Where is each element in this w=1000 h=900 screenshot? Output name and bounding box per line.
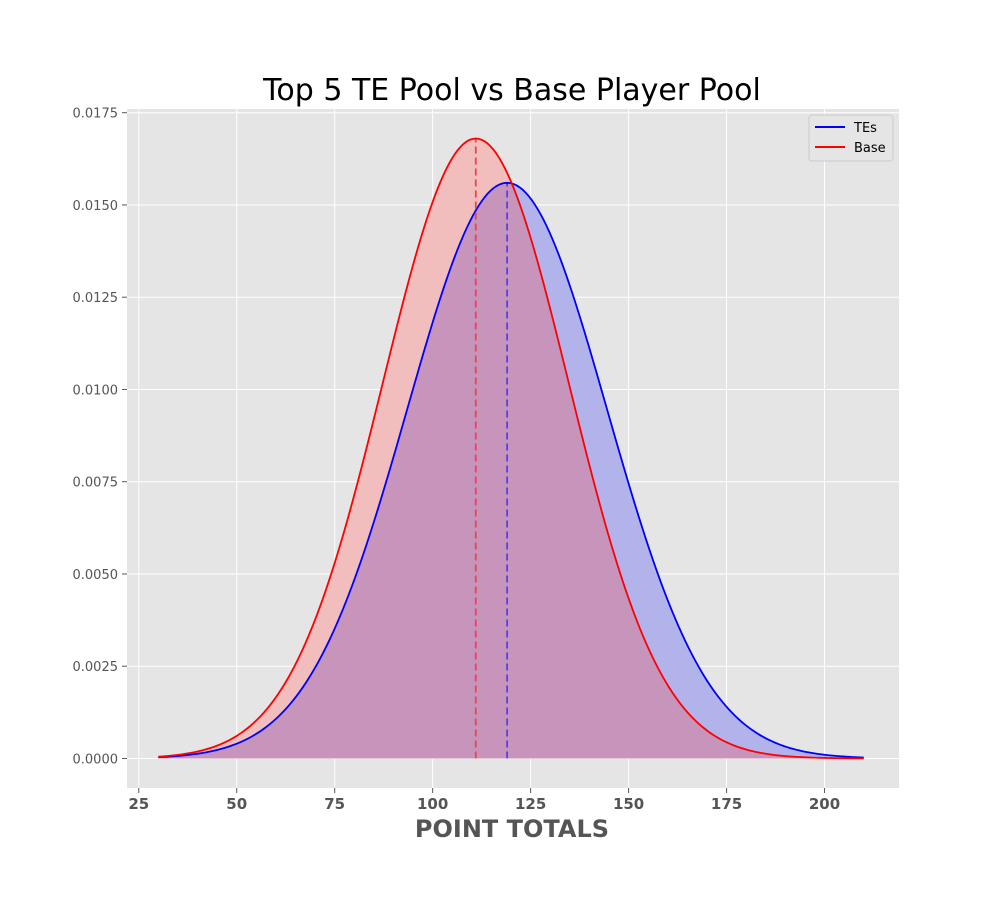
x-tick-label: 175	[711, 795, 742, 813]
x-tick-label: 50	[226, 795, 247, 813]
legend-tes-label: TEs	[853, 121, 877, 136]
x-tick-label: 200	[809, 795, 840, 813]
x-tick-label: 100	[417, 795, 448, 813]
base-density-curve	[158, 137, 864, 760]
x-axis-label: POINT TOTALS	[415, 815, 609, 843]
y-tick-label: 0.0000	[73, 752, 119, 767]
y-tick-label: 0.0175	[73, 107, 119, 122]
legend: TEs Base	[808, 114, 894, 162]
y-tick-label: 0.0150	[73, 199, 119, 214]
density-fills	[158, 138, 864, 759]
x-tick-label: 150	[613, 795, 644, 813]
y-tick-label: 0.0100	[73, 383, 119, 398]
y-tick-label: 0.0050	[73, 568, 119, 583]
axis-ticks: 25 50 75 100 125 150 175 200 0.0000 0.0025 0.0050 0…	[73, 107, 841, 813]
legend-base-label: Base	[854, 141, 886, 156]
x-tick-label: 25	[128, 795, 149, 813]
overlap-fill	[158, 182, 864, 759]
chart-title: Top 5 TE Pool vs Base Player Pool	[262, 73, 761, 108]
x-tick-label: 125	[515, 795, 546, 813]
y-tick-label: 0.0025	[73, 660, 119, 675]
x-tick-label: 75	[324, 795, 345, 813]
y-tick-label: 0.0125	[73, 291, 119, 306]
y-tick-label: 0.0075	[73, 476, 119, 491]
density-curves	[158, 137, 864, 760]
